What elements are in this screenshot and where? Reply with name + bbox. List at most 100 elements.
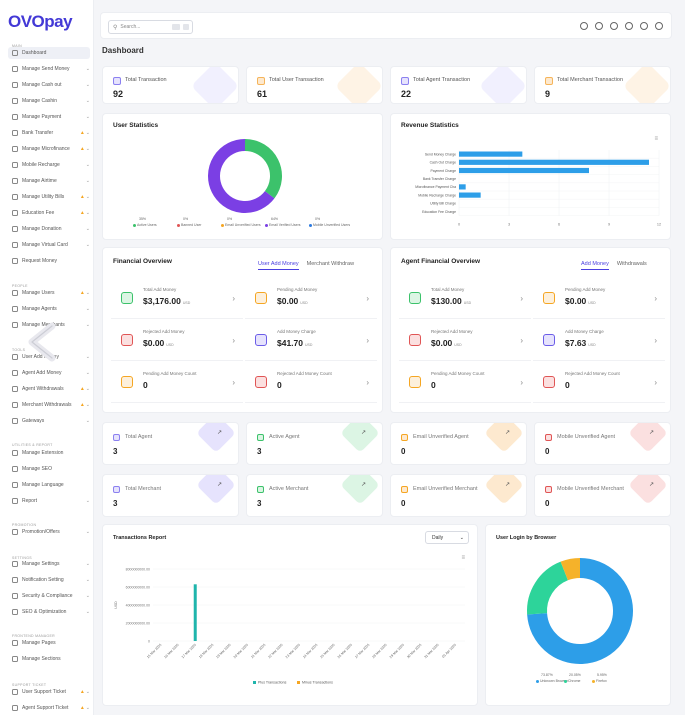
chevron-right-icon: › (366, 378, 369, 387)
revenue-chart: 0 3 6 9 12 Send Money Charge Cash Out Charge Pa… (415, 150, 661, 227)
sidebar-item-label: Manage Pages (22, 640, 56, 646)
sidebar-item-manage-language[interactable]: Manage Language (12, 479, 90, 491)
stat-card: Total Agent Transaction 22 (390, 66, 527, 104)
chart-menu-icon[interactable]: ≡ (461, 555, 465, 561)
revenue-bar (459, 159, 649, 165)
search-input[interactable]: ⚲ Search... (108, 20, 193, 34)
sidebar-item-manage-donation[interactable]: Manage Donation ⌄ (12, 223, 90, 235)
menu-icon (12, 306, 18, 312)
financial-item[interactable]: Add Money Charge $7.63 USD › (533, 322, 665, 361)
sidebar-item-manage-virtual-card[interactable]: Manage Virtual Card ⌄ (12, 239, 90, 251)
sidebar-item-manage-pages[interactable]: Manage Pages (12, 637, 90, 649)
sidebar-item-manage-utility-bills[interactable]: Manage Utility Bills ▲ ⌄ (12, 191, 90, 203)
financial-item[interactable]: Rejected Add Money $0.00 USD › (111, 322, 243, 361)
financial-item[interactable]: Pending Add Money Count 0 › (399, 364, 531, 403)
sidebar-item-agent-add-money[interactable]: Agent Add Money ⌄ (12, 367, 90, 379)
financial-item-icon (543, 292, 555, 304)
sidebar-item-manage-settings[interactable]: Manage Settings ⌄ (12, 558, 90, 570)
back-arrow-icon[interactable] (24, 322, 64, 362)
chevron-down-icon: ⌄ (85, 162, 90, 168)
summary-card: ↗ Active Merchant 3 (246, 474, 383, 517)
sidebar-item-label: Mobile Recharge (22, 162, 60, 168)
sidebar-item-gateways[interactable]: Gateways ⌄ (12, 415, 90, 427)
brand-logo[interactable]: OVOpay (8, 12, 73, 31)
sidebar-item-user-support-ticket[interactable]: User Support Ticket ▲ ⌄ (12, 686, 90, 698)
menu-icon (12, 402, 18, 408)
financial-item[interactable]: Total Add Money $3,176.00 USD › (111, 280, 243, 319)
sidebar-item-mobile-recharge[interactable]: Mobile Recharge ⌄ (12, 159, 90, 171)
sidebar-item-manage-airtime[interactable]: Manage Airtime ⌄ (12, 175, 90, 187)
sidebar-item-request-money[interactable]: Request Money (12, 255, 90, 267)
period-select[interactable]: Daily ⌄ (425, 531, 469, 544)
sidebar-item-bank-transfer[interactable]: Bank Transfer ▲ ⌄ (12, 127, 90, 139)
cache-icon[interactable] (610, 22, 618, 30)
sidebar-item-manage-users[interactable]: Manage Users ▲ ⌄ (12, 287, 90, 299)
sidebar-item-label: Manage Language (22, 482, 64, 488)
sidebar-item-education-fee[interactable]: Education Fee ▲ ⌄ (12, 207, 90, 219)
sidebar-item-manage-merchants[interactable]: Manage Merchants ⌄ (12, 319, 90, 331)
tab-user-add-money[interactable]: User Add Money (258, 261, 299, 270)
user-avatar-icon[interactable] (655, 22, 663, 30)
financial-item[interactable]: Rejected Add Money Count 0 › (245, 364, 377, 403)
y-category-label: Microfinance Payment Cha (415, 185, 456, 189)
financial-item[interactable]: Total Add Money $130.00 USD › (399, 280, 531, 319)
stat-card: Total Merchant Transaction 9 (534, 66, 671, 104)
sidebar-item-manage-sections[interactable]: Manage Sections (12, 653, 90, 665)
sidebar-item-label: Manage Users (22, 290, 55, 296)
financial-item[interactable]: Rejected Add Money Count 0 › (533, 364, 665, 403)
link-icon[interactable] (595, 22, 603, 30)
financial-item[interactable]: Pending Add Money $0.00 USD › (533, 280, 665, 319)
sidebar-item-user-add-money[interactable]: User Add Money ⌄ (12, 351, 90, 363)
sidebar-item-manage-send-money[interactable]: Manage Send Money ⌄ (12, 63, 90, 75)
sidebar-item-label: Manage SEO (22, 466, 53, 472)
sidebar-item-agent-withdrawals[interactable]: Agent Withdrawals ▲ ⌄ (12, 383, 90, 395)
user-icon (113, 434, 120, 441)
chevron-right-icon: › (232, 294, 235, 303)
financial-item[interactable]: Add Money Charge $41.70 USD › (245, 322, 377, 361)
user-icon (545, 486, 552, 493)
tab-add-money[interactable]: Add Money (581, 261, 609, 270)
sidebar-item-manage-cashin[interactable]: Manage Cashin ⌄ (12, 95, 90, 107)
sidebar-item-report[interactable]: Report ⌄ (12, 495, 90, 507)
chevron-down-icon: ⌄ (85, 226, 90, 232)
chevron-down-icon: ⌄ (459, 535, 464, 541)
x-tick-label: 25 Mar 2025 (319, 643, 335, 659)
amount: $41.70 (277, 338, 303, 348)
sidebar-item-manage-seo[interactable]: Manage SEO (12, 463, 90, 475)
financial-item[interactable]: Pending Add Money $0.00 USD › (245, 280, 377, 319)
sidebar-item-merchant-withdrawals[interactable]: Merchant Withdrawals ▲ ⌄ (12, 399, 90, 411)
arrow-up-right-icon: ↗ (360, 482, 366, 488)
sidebar-item-promotion-offers[interactable]: Promotion/Offers ⌄ (12, 526, 90, 538)
summary-title: Email Unverified Merchant (413, 486, 478, 492)
financial-item-icon (409, 292, 421, 304)
sidebar-item-security-compliance[interactable]: Security & Compliance ⌄ (12, 590, 90, 602)
amount: $0.00 (277, 296, 299, 306)
tab-merchant-withdraw[interactable]: Merchant Withdraw (306, 261, 355, 267)
sidebar-item-label: Manage Airtime (22, 178, 57, 184)
chevron-down-icon: ⌄ (85, 386, 90, 392)
sidebar-item-dashboard[interactable]: Dashboard (8, 47, 90, 59)
sidebar-item-manage-cash-out[interactable]: Manage Cash out ⌄ (12, 79, 90, 91)
globe-icon[interactable] (580, 22, 588, 30)
notification-bell-icon[interactable] (640, 22, 648, 30)
sidebar-item-agent-support-ticket[interactable]: Agent Support Ticket ▲ ⌄ (12, 702, 90, 714)
summary-title: Mobile Unverified Merchant (557, 486, 624, 492)
sidebar-item-manage-payment[interactable]: Manage Payment ⌄ (12, 111, 90, 123)
sidebar-item-manage-extension[interactable]: Manage Extension (12, 447, 90, 459)
sidebar-item-manage-microfinance[interactable]: Manage Microfinance ▲ ⌄ (12, 143, 90, 155)
legend-percent: 0% (315, 217, 321, 221)
financial-item[interactable]: Rejected Add Money $0.00 USD › (399, 322, 531, 361)
settings-icon[interactable] (625, 22, 633, 30)
currency-unit: USD (300, 301, 308, 305)
financial-item-value: $41.70 USD (277, 338, 312, 348)
financial-item[interactable]: Pending Add Money Count 0 › (111, 364, 243, 403)
legend-label: Minus Transactions (302, 681, 333, 685)
sidebar-item-seo-optimization[interactable]: SEO & Optimization ⌄ (12, 606, 90, 618)
tab-withdrawals[interactable]: Withdrawals (616, 261, 647, 267)
sidebar-item-notification-setting[interactable]: Notification Setting ⌄ (12, 574, 90, 586)
sidebar-item-manage-agents[interactable]: Manage Agents ⌄ (12, 303, 90, 315)
menu-icon (12, 226, 18, 232)
user-statistics-title: User Statistics (113, 122, 159, 129)
chevron-right-icon: › (654, 378, 657, 387)
chart-menu-icon[interactable]: ≡ (654, 136, 658, 142)
